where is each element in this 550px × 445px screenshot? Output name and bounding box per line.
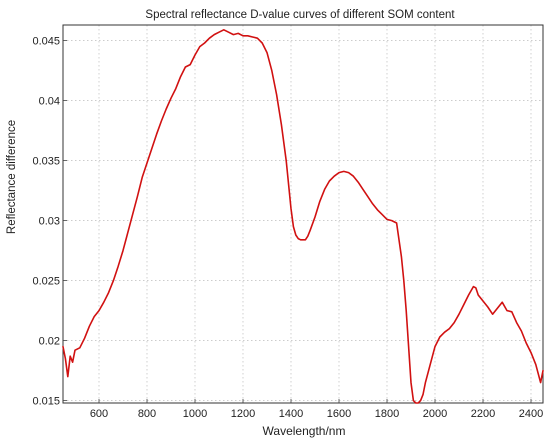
y-tick-label: 0.045 bbox=[32, 36, 60, 48]
tick-layer: 600 800 1000 1200 1400 1600 1800 2000 2200 2400 0.… bbox=[32, 36, 543, 420]
x-tick-label: 800 bbox=[138, 408, 156, 420]
x-tick-label: 2000 bbox=[423, 408, 447, 420]
grid-layer bbox=[63, 25, 543, 403]
x-tick-label: 1000 bbox=[183, 408, 207, 420]
series-layer bbox=[62, 28, 544, 404]
x-tick-label: 1200 bbox=[231, 408, 255, 420]
y-tick-label: 0.015 bbox=[32, 396, 60, 408]
x-tick-label: 2400 bbox=[519, 408, 543, 420]
y-tick-label: 0.03 bbox=[39, 216, 60, 228]
y-tick-label: 0.04 bbox=[39, 96, 60, 108]
plot-frame bbox=[62, 24, 544, 404]
x-tick-label: 1400 bbox=[279, 408, 303, 420]
x-tick-label: 1600 bbox=[327, 408, 351, 420]
x-axis-label: Wavelength/nm bbox=[263, 424, 346, 438]
x-tick-label: 600 bbox=[90, 408, 108, 420]
plot-border-layer bbox=[62, 24, 544, 404]
x-tick-label: 2200 bbox=[471, 408, 495, 420]
series-line bbox=[62, 28, 544, 404]
y-axis-label: Reflectance difference bbox=[6, 120, 18, 234]
y-tick-label: 0.035 bbox=[32, 156, 60, 168]
y-tick-label: 0.02 bbox=[39, 336, 60, 348]
x-tick-label: 1800 bbox=[375, 408, 399, 420]
chart-title: Spectral reflectance D-value curves of d… bbox=[145, 9, 455, 21]
y-tick-label: 0.025 bbox=[32, 276, 60, 288]
